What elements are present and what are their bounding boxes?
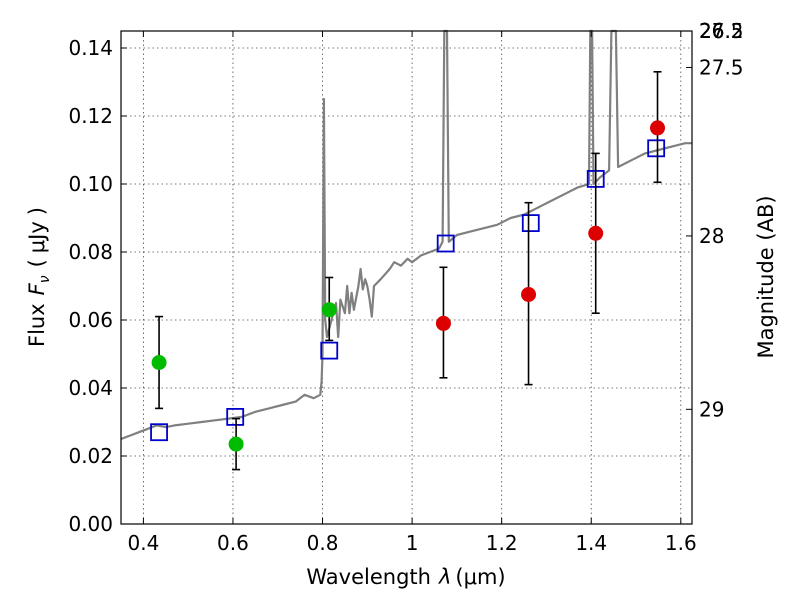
x-tick-label: 0.8 (307, 531, 339, 555)
x-axis-symbol: λ (438, 565, 451, 589)
y-axis-unit-close: ) (25, 207, 49, 215)
x-tick-label: 1.2 (486, 531, 518, 555)
x-tick-label: 1.4 (575, 531, 607, 555)
magnitude-tick-label: 29 (699, 397, 724, 421)
data-point (650, 120, 666, 136)
y-axis-unit: μJy (25, 221, 49, 253)
data-point (321, 302, 337, 318)
magnitude-tick-label: 26.2 (699, 19, 744, 43)
model-photometry-square (521, 214, 540, 233)
axis-layer: 0.4 0.6 0.8 1 1.2 1.4 1.6 0.00 0.02 0.04 0.06 0.08 0… (68, 19, 743, 555)
y-axis-symbol: F (25, 282, 49, 295)
y-tick-label: 0.06 (68, 308, 113, 332)
x-tick-label: 0.4 (127, 531, 159, 555)
model-photometry-square (436, 234, 455, 253)
model-photometry-square (320, 341, 339, 360)
grid-layer (121, 31, 692, 525)
y-tick-label: 0.00 (68, 512, 113, 536)
x-axis-title: Wavelength λ (μm) (306, 565, 505, 589)
plot-frame (120, 30, 693, 525)
y-tick-label: 0.12 (68, 104, 113, 128)
x-axis-unit: (μm) (455, 565, 505, 589)
magnitude-tick-label: 28 (699, 224, 724, 248)
data-point (228, 436, 244, 452)
y-tick-label: 0.04 (68, 376, 113, 400)
model-photometry-square (647, 139, 666, 158)
y-tick-label: 0.10 (68, 172, 113, 196)
model-photometry-square (150, 423, 168, 442)
y-axis-title: Flux Fν ( μJy) (25, 207, 53, 347)
spectrum-line (120, 29, 692, 441)
data-point (588, 225, 604, 241)
magnitude-tick-label: 26.5 (699, 19, 744, 43)
y-axis-unit-open: ( (25, 259, 49, 267)
x-tick-label: 1 (406, 531, 419, 555)
x-tick-label: 0.6 (217, 531, 249, 555)
y-tick-label: 0.08 (68, 240, 113, 264)
x-axis-title-text: Wavelength (306, 565, 431, 589)
x-tick-label: 1.6 (665, 531, 697, 555)
y-axis-title-text: Flux (25, 303, 49, 347)
series-layer (120, 29, 692, 471)
y-tick-label: 0.02 (68, 444, 113, 468)
magnitude-tick-label: 27 (699, 19, 724, 43)
y-tick-label: 0.14 (68, 36, 113, 60)
magnitude-tick-label: 26 (699, 19, 724, 43)
data-point (521, 287, 537, 302)
right-axis-title: Magnitude (AB) (754, 195, 778, 358)
magnitude-tick-label: 27.5 (699, 55, 744, 79)
y-axis-subscript: ν (37, 275, 53, 283)
data-point (151, 355, 167, 370)
data-point (435, 315, 451, 331)
model-photometry-square (226, 407, 245, 426)
